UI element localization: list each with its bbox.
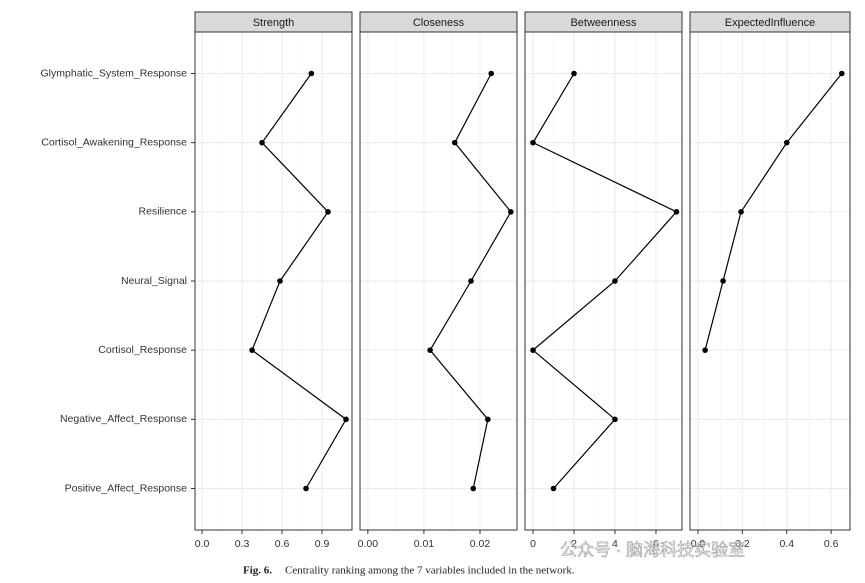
data-point	[702, 347, 708, 353]
data-point	[277, 278, 283, 284]
x-tick-label: 2	[571, 538, 577, 550]
x-tick-label: 0.3	[235, 538, 250, 550]
data-point	[488, 70, 495, 77]
x-tick-label: 4	[612, 538, 618, 550]
x-tick-label: 0.0	[195, 538, 210, 550]
y-tick-label: Cortisol_Response	[98, 344, 187, 356]
y-tick-label: Negative_Affect_Response	[60, 413, 187, 425]
y-tick-label: Glymphatic_System_Response	[41, 67, 188, 79]
data-point	[720, 278, 726, 284]
data-point	[838, 70, 845, 77]
data-point	[470, 485, 477, 492]
x-tick-label: 0.2	[735, 538, 750, 550]
data-point	[427, 347, 433, 353]
data-point	[303, 485, 309, 492]
strip	[194, 11, 353, 33]
y-tick-label: Positive_Affect_Response	[65, 482, 188, 494]
strip-title: Betweenness	[570, 17, 637, 29]
data-point	[530, 347, 536, 353]
data-point	[325, 209, 331, 215]
caption-label: Fig. 6.	[243, 565, 272, 577]
watermark: 公众号 · 脑海科技实验室	[560, 540, 745, 559]
strip	[524, 11, 683, 33]
x-tick-label: 0.6	[824, 538, 839, 550]
x-tick-label: 0.00	[358, 538, 379, 550]
x-tick-label: 0	[530, 538, 536, 550]
data-point	[550, 485, 557, 492]
x-tick-label: 0.01	[414, 538, 435, 550]
strip-title: ExpectedInfluence	[725, 17, 816, 29]
data-point	[530, 139, 536, 146]
data-point	[612, 278, 618, 284]
x-tick-label: 0.0	[691, 538, 706, 550]
data-point	[259, 139, 265, 146]
data-point	[612, 416, 618, 423]
x-tick-label: 0.02	[470, 538, 491, 550]
data-point	[738, 209, 744, 215]
strip	[359, 11, 518, 33]
x-tick-label: 0.6	[275, 538, 290, 550]
x-tick-label: 6	[653, 538, 659, 550]
y-tick-label: Cortisol_Awakening_Response	[41, 136, 187, 148]
data-point	[571, 70, 577, 77]
caption-text: Centrality ranking among the 7 variables…	[285, 565, 575, 577]
y-tick-label: Resilience	[139, 206, 188, 218]
y-tick-label: Neural_Signal	[121, 275, 187, 287]
data-point	[783, 139, 790, 146]
data-point	[673, 209, 680, 215]
x-tick-label: 0.9	[315, 538, 330, 550]
data-point	[249, 347, 255, 353]
data-point	[451, 139, 458, 146]
strip	[689, 11, 851, 33]
data-point	[485, 416, 491, 423]
strip-title: Strength	[253, 17, 295, 29]
data-point	[308, 70, 315, 77]
data-point	[343, 416, 349, 423]
data-point	[468, 278, 474, 284]
data-point	[508, 209, 514, 215]
x-tick-label: 0.4	[779, 538, 794, 550]
strip-title: Closeness	[413, 17, 465, 29]
